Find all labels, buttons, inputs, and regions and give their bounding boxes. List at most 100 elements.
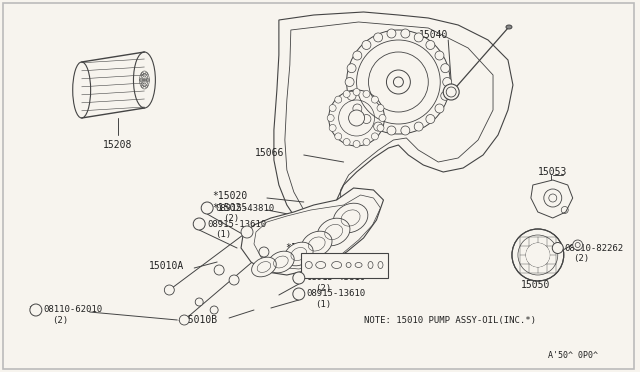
Circle shape: [414, 33, 423, 42]
Circle shape: [229, 275, 239, 285]
Text: A'50^ 0P0^: A'50^ 0P0^: [548, 350, 598, 359]
Ellipse shape: [333, 203, 368, 233]
Circle shape: [335, 96, 342, 103]
Circle shape: [30, 304, 42, 316]
Circle shape: [444, 84, 459, 100]
Circle shape: [353, 104, 362, 113]
Circle shape: [387, 70, 410, 94]
Circle shape: [347, 64, 356, 73]
Ellipse shape: [73, 62, 91, 118]
Text: (2): (2): [573, 253, 589, 263]
Circle shape: [573, 240, 582, 250]
Text: V: V: [205, 205, 209, 211]
Ellipse shape: [317, 218, 350, 246]
Circle shape: [435, 104, 444, 113]
Circle shape: [512, 229, 564, 281]
Circle shape: [293, 272, 305, 284]
Circle shape: [241, 226, 253, 238]
Text: B: B: [34, 307, 38, 313]
Circle shape: [327, 115, 334, 122]
Circle shape: [374, 33, 383, 42]
Circle shape: [343, 138, 350, 145]
Ellipse shape: [268, 251, 294, 273]
Circle shape: [387, 29, 396, 38]
Circle shape: [201, 202, 213, 214]
Bar: [301, 253, 388, 278]
Circle shape: [362, 115, 371, 124]
Circle shape: [349, 110, 365, 126]
Circle shape: [362, 41, 371, 49]
Text: V: V: [197, 221, 202, 227]
Circle shape: [343, 90, 350, 97]
Circle shape: [195, 298, 203, 306]
Ellipse shape: [506, 25, 512, 29]
Text: B: B: [556, 245, 560, 251]
Circle shape: [426, 41, 435, 49]
Ellipse shape: [134, 52, 156, 108]
Polygon shape: [274, 12, 513, 238]
Circle shape: [414, 122, 423, 131]
Ellipse shape: [301, 231, 332, 257]
Text: (1): (1): [315, 299, 331, 308]
Circle shape: [379, 115, 386, 122]
Text: (1): (1): [215, 230, 231, 238]
Polygon shape: [241, 188, 383, 275]
Text: -15010B: -15010B: [176, 315, 217, 325]
Text: 15010A: 15010A: [149, 261, 184, 271]
Text: V: V: [297, 291, 301, 297]
Circle shape: [377, 125, 384, 131]
Text: V: V: [297, 275, 301, 281]
Text: 15053: 15053: [538, 167, 567, 177]
Circle shape: [353, 89, 360, 96]
Ellipse shape: [252, 257, 276, 277]
Text: 15208: 15208: [103, 140, 132, 150]
Text: 08915-43810: 08915-43810: [307, 273, 366, 282]
Circle shape: [387, 126, 396, 135]
Text: 08915-13610: 08915-13610: [307, 289, 366, 298]
Circle shape: [353, 51, 362, 60]
Text: 08915-43810: 08915-43810: [215, 203, 275, 212]
Circle shape: [363, 90, 370, 97]
Text: *15020: *15020: [212, 191, 247, 201]
Circle shape: [164, 285, 174, 295]
Circle shape: [345, 77, 354, 87]
Text: (2): (2): [223, 214, 239, 222]
Text: (2): (2): [315, 283, 331, 292]
Text: 15066: 15066: [255, 148, 284, 158]
Polygon shape: [531, 180, 573, 218]
Circle shape: [329, 90, 385, 146]
Circle shape: [329, 125, 336, 131]
Circle shape: [441, 91, 450, 100]
Text: *: *: [28, 305, 34, 315]
Circle shape: [441, 64, 450, 73]
Circle shape: [374, 122, 383, 131]
Text: NOTE: 15010 PUMP ASSY-OIL(INC.*): NOTE: 15010 PUMP ASSY-OIL(INC.*): [364, 315, 536, 324]
Text: 15040: 15040: [419, 30, 448, 40]
Circle shape: [293, 288, 305, 300]
Text: *15025: *15025: [212, 203, 247, 213]
Circle shape: [401, 29, 410, 38]
Circle shape: [435, 51, 444, 60]
Circle shape: [426, 115, 435, 124]
Text: 15050: 15050: [521, 280, 550, 290]
Circle shape: [526, 243, 550, 267]
Circle shape: [329, 105, 336, 112]
Circle shape: [377, 105, 384, 112]
Text: 08110-82262: 08110-82262: [564, 244, 624, 253]
Circle shape: [259, 247, 269, 257]
Circle shape: [193, 218, 205, 230]
Text: *15132: *15132: [285, 243, 321, 253]
Circle shape: [353, 141, 360, 148]
Circle shape: [214, 265, 224, 275]
Circle shape: [552, 243, 563, 253]
Text: 08915-13610: 08915-13610: [207, 219, 266, 228]
Circle shape: [335, 133, 342, 140]
Circle shape: [347, 91, 356, 100]
Text: 08110-62010: 08110-62010: [44, 305, 103, 314]
Ellipse shape: [285, 242, 313, 266]
Circle shape: [210, 306, 218, 314]
Circle shape: [179, 315, 189, 325]
Circle shape: [443, 77, 452, 87]
Circle shape: [371, 96, 378, 103]
Circle shape: [371, 133, 378, 140]
